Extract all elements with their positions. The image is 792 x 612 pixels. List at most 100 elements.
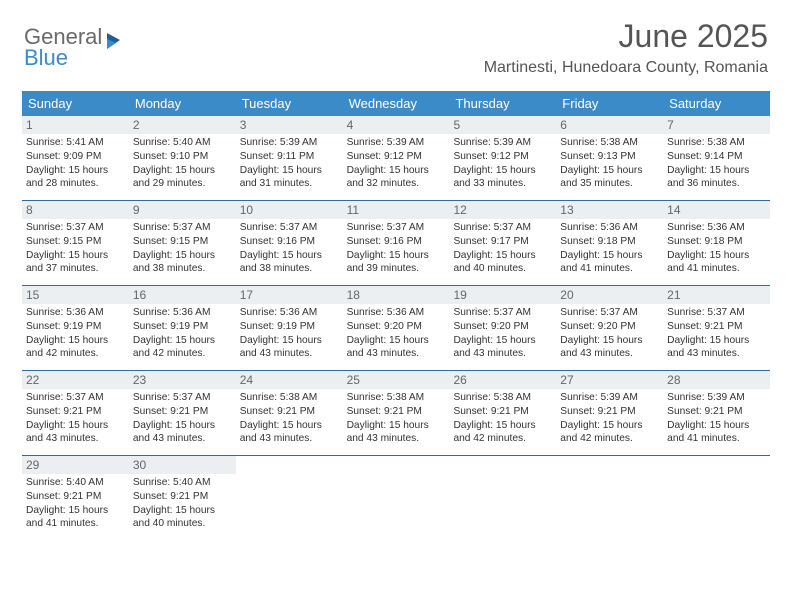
calendar-day-cell: 25 Sunrise: 5:38 AMSunset: 9:21 PMDayligh… [343, 371, 450, 455]
day-info: Sunrise: 5:36 AMSunset: 9:19 PMDaylight:… [26, 306, 125, 361]
weekday-header: Sunday [22, 91, 129, 116]
day-info: Sunrise: 5:37 AMSunset: 9:17 PMDaylight:… [453, 221, 552, 276]
day-number: 18 [343, 286, 450, 304]
calendar-day-cell: 30 Sunrise: 5:40 AMSunset: 9:21 PMDayligh… [129, 456, 236, 540]
day-info: Sunrise: 5:37 AMSunset: 9:15 PMDaylight:… [26, 221, 125, 276]
calendar-week-row: 15Sunrise: 5:36 AMSunset: 9:19 PMDayligh… [22, 285, 770, 370]
logo-text-blue: Blue [24, 47, 102, 69]
calendar-day-cell: 19 Sunrise: 5:37 AMSunset: 9:20 PMDayligh… [449, 286, 556, 370]
calendar-day-cell: 13Sunrise: 5:36 AMSunset: 9:18 PMDayligh… [556, 201, 663, 285]
day-number: 25 [343, 371, 450, 389]
weekday-header: Monday [129, 91, 236, 116]
header: General Blue June 2025 Martinesti, Huned… [0, 0, 792, 85]
day-info: Sunrise: 5:37 AMSunset: 9:20 PMDaylight:… [560, 306, 659, 361]
weekday-header: Tuesday [236, 91, 343, 116]
day-info: Sunrise: 5:37 AMSunset: 9:21 PMDaylight:… [667, 306, 766, 361]
calendar-day-cell: 12 Sunrise: 5:37 AMSunset: 9:17 PMDayligh… [449, 201, 556, 285]
day-number: 27 [556, 371, 663, 389]
day-info: Sunrise: 5:41 AMSunset: 9:09 PMDaylight:… [26, 136, 125, 191]
day-number: 5 [449, 116, 556, 134]
day-number: 15 [22, 286, 129, 304]
day-number: 10 [236, 201, 343, 219]
day-number: 19 [449, 286, 556, 304]
day-info: Sunrise: 5:37 AMSunset: 9:15 PMDaylight:… [133, 221, 232, 276]
day-number: 17 [236, 286, 343, 304]
weekday-header: Wednesday [343, 91, 450, 116]
calendar-day-cell: 3 Sunrise: 5:39 AMSunset: 9:11 PMDaylight… [236, 116, 343, 200]
calendar-week-row: 22 Sunrise: 5:37 AMSunset: 9:21 PMDayligh… [22, 370, 770, 455]
calendar-day-cell: 21 Sunrise: 5:37 AMSunset: 9:21 PMDayligh… [663, 286, 770, 370]
day-info: Sunrise: 5:38 AMSunset: 9:21 PMDaylight:… [347, 391, 446, 446]
calendar-day-cell: 15 Sunrise: 5:36 AMSunset: 9:19 PMDayligh… [22, 286, 129, 370]
day-info: Sunrise: 5:39 AMSunset: 9:21 PMDaylight:… [667, 391, 766, 446]
calendar-day-cell: 8 Sunrise: 5:37 AMSunset: 9:15 PMDaylight… [22, 201, 129, 285]
day-info: Sunrise: 5:37 AMSunset: 9:16 PMDaylight:… [240, 221, 339, 276]
calendar: SundayMondayTuesdayWednesdayThursdayFrid… [22, 91, 770, 540]
calendar-day-cell: 26Sunrise: 5:38 AMSunset: 9:21 PMDayligh… [449, 371, 556, 455]
day-info: Sunrise: 5:39 AMSunset: 9:21 PMDaylight:… [560, 391, 659, 446]
calendar-day-cell: 23Sunrise: 5:37 AMSunset: 9:21 PMDayligh… [129, 371, 236, 455]
day-info: Sunrise: 5:37 AMSunset: 9:21 PMDaylight:… [26, 391, 125, 446]
title-block: June 2025 Martinesti, Hunedoara County, … [484, 18, 768, 77]
day-info: Sunrise: 5:36 AMSunset: 9:20 PMDaylight:… [347, 306, 446, 361]
calendar-week-row: 1 Sunrise: 5:41 AMSunset: 9:09 PMDaylight… [22, 116, 770, 200]
day-number: 4 [343, 116, 450, 134]
day-number: 22 [22, 371, 129, 389]
day-number: 1 [22, 116, 129, 134]
calendar-day-cell: 27 Sunrise: 5:39 AMSunset: 9:21 PMDayligh… [556, 371, 663, 455]
calendar-day-cell: 18 Sunrise: 5:36 AMSunset: 9:20 PMDayligh… [343, 286, 450, 370]
day-number: 20 [556, 286, 663, 304]
day-number: 16 [129, 286, 236, 304]
page-title: June 2025 [484, 18, 768, 55]
calendar-day-cell: 5 Sunrise: 5:39 AMSunset: 9:12 PMDaylight… [449, 116, 556, 200]
day-number: 6 [556, 116, 663, 134]
calendar-day-cell: 29Sunrise: 5:40 AMSunset: 9:21 PMDayligh… [22, 456, 129, 540]
calendar-day-cell: 14 Sunrise: 5:36 AMSunset: 9:18 PMDayligh… [663, 201, 770, 285]
day-number: 30 [129, 456, 236, 474]
day-number: 3 [236, 116, 343, 134]
location-subtitle: Martinesti, Hunedoara County, Romania [484, 59, 768, 77]
day-number: 8 [22, 201, 129, 219]
calendar-day-cell: 4 Sunrise: 5:39 AMSunset: 9:12 PMDaylight… [343, 116, 450, 200]
day-number: 9 [129, 201, 236, 219]
logo-flag-icon [106, 31, 128, 56]
calendar-body: 1 Sunrise: 5:41 AMSunset: 9:09 PMDaylight… [22, 116, 770, 540]
day-number: 2 [129, 116, 236, 134]
calendar-day-cell: 17Sunrise: 5:36 AMSunset: 9:19 PMDayligh… [236, 286, 343, 370]
weekday-header: Saturday [663, 91, 770, 116]
day-info: Sunrise: 5:38 AMSunset: 9:14 PMDaylight:… [667, 136, 766, 191]
day-number: 7 [663, 116, 770, 134]
day-info: Sunrise: 5:36 AMSunset: 9:18 PMDaylight:… [667, 221, 766, 276]
calendar-day-cell: 24 Sunrise: 5:38 AMSunset: 9:21 PMDayligh… [236, 371, 343, 455]
calendar-empty-cell [556, 456, 663, 540]
calendar-day-cell: 7 Sunrise: 5:38 AMSunset: 9:14 PMDaylight… [663, 116, 770, 200]
day-info: Sunrise: 5:40 AMSunset: 9:10 PMDaylight:… [133, 136, 232, 191]
day-info: Sunrise: 5:38 AMSunset: 9:13 PMDaylight:… [560, 136, 659, 191]
calendar-day-cell: 9 Sunrise: 5:37 AMSunset: 9:15 PMDaylight… [129, 201, 236, 285]
day-info: Sunrise: 5:39 AMSunset: 9:12 PMDaylight:… [347, 136, 446, 191]
calendar-week-row: 29Sunrise: 5:40 AMSunset: 9:21 PMDayligh… [22, 455, 770, 540]
day-info: Sunrise: 5:39 AMSunset: 9:12 PMDaylight:… [453, 136, 552, 191]
day-info: Sunrise: 5:37 AMSunset: 9:16 PMDaylight:… [347, 221, 446, 276]
day-info: Sunrise: 5:36 AMSunset: 9:18 PMDaylight:… [560, 221, 659, 276]
calendar-week-row: 8Sunrise: 5:37 AMSunset: 9:15 PMDaylight… [22, 200, 770, 285]
day-info: Sunrise: 5:38 AMSunset: 9:21 PMDaylight:… [453, 391, 552, 446]
day-number: 12 [449, 201, 556, 219]
calendar-empty-cell [449, 456, 556, 540]
day-number: 24 [236, 371, 343, 389]
day-info: Sunrise: 5:40 AMSunset: 9:21 PMDaylight:… [26, 476, 125, 531]
day-info: Sunrise: 5:40 AMSunset: 9:21 PMDaylight:… [133, 476, 232, 531]
day-info: Sunrise: 5:37 AMSunset: 9:20 PMDaylight:… [453, 306, 552, 361]
day-info: Sunrise: 5:39 AMSunset: 9:11 PMDaylight:… [240, 136, 339, 191]
day-number: 28 [663, 371, 770, 389]
day-number: 21 [663, 286, 770, 304]
calendar-day-cell: 28 Sunrise: 5:39 AMSunset: 9:21 PMDayligh… [663, 371, 770, 455]
calendar-day-cell: 22 Sunrise: 5:37 AMSunset: 9:21 PMDayligh… [22, 371, 129, 455]
weekday-header: Thursday [449, 91, 556, 116]
day-info: Sunrise: 5:36 AMSunset: 9:19 PMDaylight:… [133, 306, 232, 361]
logo: General Blue [24, 26, 128, 69]
day-info: Sunrise: 5:38 AMSunset: 9:21 PMDaylight:… [240, 391, 339, 446]
day-number: 23 [129, 371, 236, 389]
day-number: 14 [663, 201, 770, 219]
calendar-header-row: SundayMondayTuesdayWednesdayThursdayFrid… [22, 91, 770, 116]
